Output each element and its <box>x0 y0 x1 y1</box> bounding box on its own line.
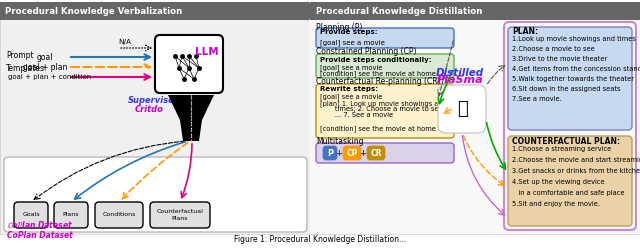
Text: 3.Drive to the movie theater: 3.Drive to the movie theater <box>512 56 607 62</box>
Text: Provide steps:: Provide steps: <box>320 29 378 35</box>
Bar <box>0 2 308 20</box>
Bar <box>0 14 310 234</box>
Polygon shape <box>168 95 214 120</box>
Text: COUNTERFACTUAL PLAN:: COUNTERFACTUAL PLAN: <box>512 137 620 146</box>
Text: Plans: Plans <box>63 213 79 217</box>
Text: 5.Walk together towards the theater: 5.Walk together towards the theater <box>512 76 634 82</box>
Text: 🤖: 🤖 <box>456 100 467 118</box>
Text: [goal] see a movie: [goal] see a movie <box>320 64 382 71</box>
FancyBboxPatch shape <box>316 84 454 138</box>
Bar <box>0 14 640 234</box>
Text: LLM: LLM <box>195 47 219 57</box>
Text: [plan] 1. Look up movie showings and: [plan] 1. Look up movie showings and <box>320 100 447 107</box>
FancyBboxPatch shape <box>438 85 486 133</box>
FancyBboxPatch shape <box>316 54 454 78</box>
FancyBboxPatch shape <box>14 202 48 228</box>
FancyBboxPatch shape <box>316 28 454 48</box>
Text: [condition] see the movie at home: [condition] see the movie at home <box>320 125 436 132</box>
Text: goal: goal <box>37 53 54 62</box>
Text: 4.Set up the viewing device: 4.Set up the viewing device <box>512 179 605 185</box>
Text: Prompt
Templates:: Prompt Templates: <box>6 51 47 73</box>
Text: PlaSma: PlaSma <box>436 75 483 85</box>
Text: CR: CR <box>371 149 381 157</box>
Text: Planning (P): Planning (P) <box>316 23 362 31</box>
Bar <box>310 2 640 20</box>
Text: 2.Choose the movie and start streaming it: 2.Choose the movie and start streaming i… <box>512 157 640 163</box>
Text: Rewrite steps:: Rewrite steps: <box>320 86 378 92</box>
Text: 2.Choose a movie to see: 2.Choose a movie to see <box>512 46 595 52</box>
Text: Provide steps conditionally:: Provide steps conditionally: <box>320 57 431 63</box>
FancyBboxPatch shape <box>316 143 454 163</box>
Bar <box>310 14 640 234</box>
Text: Distilled: Distilled <box>436 68 484 78</box>
Text: 7.See a movie.: 7.See a movie. <box>512 96 562 102</box>
Text: 4.Get items from the concession stand: 4.Get items from the concession stand <box>512 66 640 72</box>
Text: Procedural Knowledge Distillation: Procedural Knowledge Distillation <box>316 6 483 15</box>
Text: Conditions: Conditions <box>102 213 136 217</box>
Text: N/A: N/A <box>118 39 131 45</box>
Text: times; 2. Choose a movie to see;: times; 2. Choose a movie to see; <box>320 106 445 112</box>
FancyBboxPatch shape <box>4 157 307 232</box>
Text: Supervised: Supervised <box>128 96 180 105</box>
Text: goal + plan: goal + plan <box>23 62 67 71</box>
Text: [goal] see a movie: [goal] see a movie <box>320 39 385 46</box>
FancyBboxPatch shape <box>508 27 632 130</box>
FancyBboxPatch shape <box>323 146 337 160</box>
FancyBboxPatch shape <box>150 202 210 228</box>
Text: Multitasking: Multitasking <box>316 137 364 147</box>
FancyBboxPatch shape <box>508 136 632 226</box>
Text: CoPlan Dataset: CoPlan Dataset <box>7 231 73 240</box>
Text: ... 7. See a movie: ... 7. See a movie <box>320 112 393 118</box>
Text: Procedural Knowledge Verbalization: Procedural Knowledge Verbalization <box>5 6 182 15</box>
Text: Counterfactual Re-planning (CR): Counterfactual Re-planning (CR) <box>316 77 440 87</box>
Text: $\mathcal{C}$o$\mathcal{P}$lan Dataset: $\mathcal{C}$o$\mathcal{P}$lan Dataset <box>7 219 74 230</box>
Text: Constrained Planning (CP): Constrained Planning (CP) <box>316 48 417 57</box>
Text: [goal] see a movie: [goal] see a movie <box>320 93 382 100</box>
Text: CP: CP <box>346 149 358 157</box>
Text: 1.Choose a streaming service: 1.Choose a streaming service <box>512 146 611 152</box>
Text: P: P <box>327 149 333 157</box>
Polygon shape <box>180 120 202 141</box>
Text: Critdo: Critdo <box>135 105 164 114</box>
Polygon shape <box>308 2 316 20</box>
FancyBboxPatch shape <box>155 35 223 93</box>
Text: PLAN:: PLAN: <box>512 27 538 36</box>
Text: 5.Sit and enjoy the movie.: 5.Sit and enjoy the movie. <box>512 201 600 207</box>
Text: Counterfactual
Plans: Counterfactual Plans <box>157 209 204 221</box>
Text: +: + <box>360 149 367 157</box>
Text: Figure 1: Procedural Knowledge Distillation...: Figure 1: Procedural Knowledge Distillat… <box>234 236 406 245</box>
Text: in a comfortable and safe place: in a comfortable and safe place <box>512 190 625 196</box>
Text: +: + <box>335 149 342 157</box>
FancyBboxPatch shape <box>343 146 361 160</box>
FancyBboxPatch shape <box>367 146 385 160</box>
Text: Goals: Goals <box>22 213 40 217</box>
Text: goal + plan + condition: goal + plan + condition <box>8 74 92 80</box>
Text: 1.Look up movie showings and times: 1.Look up movie showings and times <box>512 36 636 42</box>
Text: 6.Sit down in the assigned seats: 6.Sit down in the assigned seats <box>512 86 621 92</box>
Text: 3.Get snacks or drinks from the kitchen: 3.Get snacks or drinks from the kitchen <box>512 168 640 174</box>
FancyBboxPatch shape <box>54 202 88 228</box>
FancyBboxPatch shape <box>95 202 143 228</box>
Text: [condition] see the movie at home: [condition] see the movie at home <box>320 70 436 77</box>
